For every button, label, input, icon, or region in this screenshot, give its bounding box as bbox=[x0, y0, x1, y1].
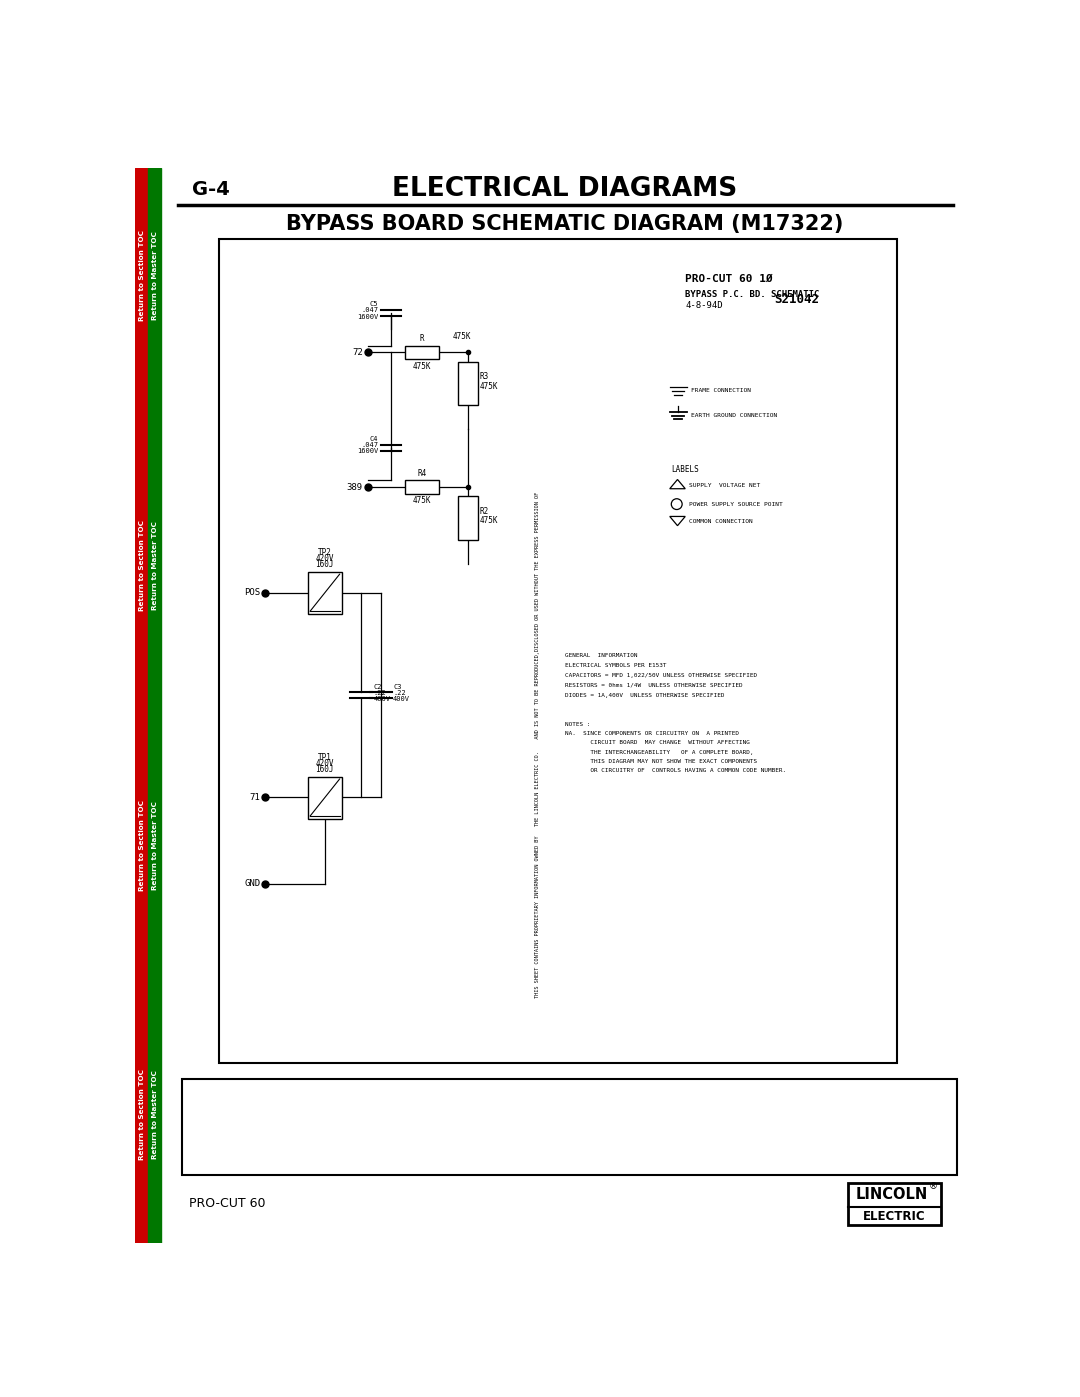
Text: CAPACITORS = MFD 1,022/50V UNLESS OTHERWISE SPECIFIED: CAPACITORS = MFD 1,022/50V UNLESS OTHERW… bbox=[565, 672, 757, 678]
Text: LINCOLN: LINCOLN bbox=[855, 1187, 928, 1201]
Text: .047: .047 bbox=[362, 441, 378, 448]
Text: COMMON CONNECTION: COMMON CONNECTION bbox=[689, 518, 753, 524]
Text: Return to Section TOC: Return to Section TOC bbox=[138, 1069, 145, 1160]
Text: OR CIRCUITRY OF  CONTROLS HAVING A COMMON CODE NUMBER.: OR CIRCUITRY OF CONTROLS HAVING A COMMON… bbox=[565, 768, 786, 773]
Text: GND: GND bbox=[244, 879, 260, 888]
Bar bbox=[218, 239, 896, 1063]
Text: C4: C4 bbox=[369, 436, 378, 441]
Text: NOTE:  Lincoln Electric assumes no responsibility for liablilities resulting fro: NOTE: Lincoln Electric assumes no respon… bbox=[188, 1087, 743, 1097]
Text: 160J: 160J bbox=[315, 766, 334, 774]
Text: 389: 389 bbox=[347, 483, 363, 492]
Text: .22: .22 bbox=[374, 690, 387, 696]
Text: LABELS: LABELS bbox=[672, 465, 699, 474]
Text: 475K: 475K bbox=[413, 496, 431, 506]
Text: G-4: G-4 bbox=[191, 180, 229, 198]
Text: GENERAL  INFORMATION: GENERAL INFORMATION bbox=[565, 652, 637, 658]
Text: .047: .047 bbox=[362, 307, 378, 313]
Text: 475K: 475K bbox=[480, 517, 498, 525]
Text: NA.  SINCE COMPONENTS OR CIRCUITRY ON  A PRINTED: NA. SINCE COMPONENTS OR CIRCUITRY ON A P… bbox=[565, 731, 739, 736]
Text: Return to Master TOC: Return to Master TOC bbox=[152, 231, 158, 320]
Text: ELECTRICAL SYMBOLS PER E153T: ELECTRICAL SYMBOLS PER E153T bbox=[565, 662, 666, 668]
Bar bbox=[848, 1182, 941, 1225]
Text: 475K: 475K bbox=[453, 331, 471, 341]
Text: BYPASS BOARD SCHEMATIC DIAGRAM (M17322): BYPASS BOARD SCHEMATIC DIAGRAM (M17322) bbox=[286, 214, 843, 233]
Text: C5: C5 bbox=[369, 302, 378, 307]
Text: PC Board repairs will invalidate your factory warranty. Individual Printed Circu: PC Board repairs will invalidate your fa… bbox=[188, 1099, 725, 1111]
Text: TP2: TP2 bbox=[318, 548, 332, 557]
Text: 4-8-94D: 4-8-94D bbox=[685, 300, 723, 310]
Text: PRO-CUT 60 1Ø: PRO-CUT 60 1Ø bbox=[685, 274, 773, 284]
Text: R3: R3 bbox=[480, 373, 489, 381]
Text: R: R bbox=[419, 334, 424, 344]
Text: 475K: 475K bbox=[413, 362, 431, 370]
Text: 420V: 420V bbox=[315, 759, 334, 768]
Text: ®: ® bbox=[929, 1182, 939, 1192]
Bar bbox=[308, 571, 342, 615]
Text: courages board level troubleshooting and repair since it may compromise the qual: courages board level troubleshooting and… bbox=[188, 1127, 729, 1137]
Text: .22: .22 bbox=[393, 690, 406, 696]
Text: Return to Section TOC: Return to Section TOC bbox=[138, 520, 145, 610]
Text: Return to Master TOC: Return to Master TOC bbox=[152, 800, 158, 890]
Text: PRO-CUT 60: PRO-CUT 60 bbox=[189, 1197, 266, 1210]
Text: RESISTORS = 0hms 1/4W  UNLESS OTHERWISE SPECIFIED: RESISTORS = 0hms 1/4W UNLESS OTHERWISE S… bbox=[565, 683, 743, 687]
Text: 475K: 475K bbox=[480, 381, 498, 391]
Bar bbox=[308, 777, 342, 819]
Bar bbox=[458, 362, 478, 405]
Text: ELECTRIC: ELECTRIC bbox=[863, 1210, 926, 1222]
Text: POWER SUPPLY SOURCE POINT: POWER SUPPLY SOURCE POINT bbox=[689, 502, 783, 507]
Text: BYPASS P.C. BD. SCHEMATIC: BYPASS P.C. BD. SCHEMATIC bbox=[685, 291, 820, 299]
Text: POS: POS bbox=[244, 588, 260, 597]
Text: S21042: S21042 bbox=[774, 293, 820, 306]
Text: Return to Master TOC: Return to Master TOC bbox=[152, 1070, 158, 1158]
Text: ELECTRICAL DIAGRAMS: ELECTRICAL DIAGRAMS bbox=[392, 176, 738, 203]
Bar bbox=[405, 481, 438, 495]
Text: not available from Lincoln Electric. This information is provided for reference : not available from Lincoln Electric. Thi… bbox=[188, 1113, 721, 1125]
Text: C3: C3 bbox=[393, 685, 402, 690]
Text: damage to the machine.: damage to the machine. bbox=[188, 1155, 315, 1165]
Bar bbox=[135, 168, 148, 1243]
Text: R2: R2 bbox=[480, 507, 489, 515]
Text: may result in danger to the Machine Operator or Technician. Improper PC board re: may result in danger to the Machine Oper… bbox=[188, 1141, 721, 1151]
Text: SUPPLY  VOLTAGE NET: SUPPLY VOLTAGE NET bbox=[689, 483, 760, 488]
Bar bbox=[405, 345, 438, 359]
Text: NOTES :: NOTES : bbox=[565, 722, 591, 726]
Bar bbox=[458, 496, 478, 539]
Text: 160J: 160J bbox=[315, 560, 334, 569]
Text: THIS DIAGRAM MAY NOT SHOW THE EXACT COMPONENTS: THIS DIAGRAM MAY NOT SHOW THE EXACT COMP… bbox=[565, 759, 757, 764]
Text: FRAME CONNECTION: FRAME CONNECTION bbox=[691, 388, 752, 394]
Text: 72: 72 bbox=[352, 348, 363, 358]
Text: 400V: 400V bbox=[393, 696, 410, 703]
Bar bbox=[148, 168, 161, 1243]
Text: DIODES = 1A,400V  UNLESS OTHERWISE SPECIFIED: DIODES = 1A,400V UNLESS OTHERWISE SPECIF… bbox=[565, 693, 725, 697]
Text: Return to Section TOC: Return to Section TOC bbox=[138, 229, 145, 321]
Bar bbox=[181, 1078, 957, 1175]
Text: 1600V: 1600V bbox=[357, 313, 378, 320]
Text: 420V: 420V bbox=[315, 555, 334, 563]
Text: EARTH GROUND CONNECTION: EARTH GROUND CONNECTION bbox=[691, 414, 778, 418]
Text: R4: R4 bbox=[417, 469, 427, 478]
Text: CIRCUIT BOARD  MAY CHANGE  WITHOUT AFFECTING: CIRCUIT BOARD MAY CHANGE WITHOUT AFFECTI… bbox=[565, 740, 750, 746]
Text: C2: C2 bbox=[374, 685, 382, 690]
Text: Return to Master TOC: Return to Master TOC bbox=[152, 521, 158, 610]
Text: 400V: 400V bbox=[374, 696, 391, 703]
Text: Return to Section TOC: Return to Section TOC bbox=[138, 800, 145, 891]
Text: THIS SHEET CONTAINS PROPRIETARY INFORMATION OWNED BY   THE LINCOLN ELECTRIC CO. : THIS SHEET CONTAINS PROPRIETARY INFORMAT… bbox=[536, 492, 540, 999]
Text: THE INTERCHANGEABILITY   OF A COMPLETE BOARD,: THE INTERCHANGEABILITY OF A COMPLETE BOA… bbox=[565, 750, 754, 754]
Text: 1600V: 1600V bbox=[357, 448, 378, 454]
Text: TP1: TP1 bbox=[318, 753, 332, 761]
Text: 71: 71 bbox=[249, 793, 260, 802]
